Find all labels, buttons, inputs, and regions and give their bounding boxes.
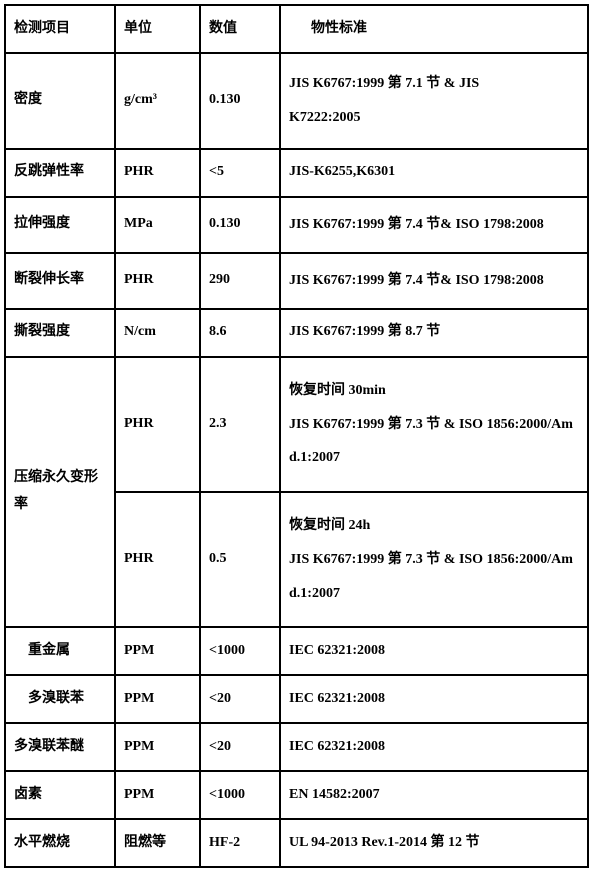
table-row: 反跳弹性率 PHR <5 JIS-K6255,K6301 [5, 149, 588, 197]
cell-standard: JIS K6767:1999 第 7.1 节 & JISK7222:2005 [280, 53, 588, 149]
cell-unit: PHR [115, 357, 200, 492]
cell-unit: PPM [115, 627, 200, 675]
table-row: 密度 g/cm³ 0.130 JIS K6767:1999 第 7.1 节 & … [5, 53, 588, 149]
cell-unit: 阻燃等 [115, 819, 200, 867]
cell-unit: N/cm [115, 309, 200, 357]
cell-unit: PPM [115, 771, 200, 819]
table-row: 多溴联苯醚 PPM <20 IEC 62321:2008 [5, 723, 588, 771]
table-row: 压缩永久变形率 PHR 2.3 恢复时间 30minJIS K6767:1999… [5, 357, 588, 492]
header-value: 数值 [200, 5, 280, 53]
table-header-row: 检测项目 单位 数值 物性标准 [5, 5, 588, 53]
cell-standard: IEC 62321:2008 [280, 675, 588, 723]
header-standard: 物性标准 [280, 5, 588, 53]
spec-table: 检测项目 单位 数值 物性标准 密度 g/cm³ 0.130 JIS K6767… [4, 4, 589, 868]
table-row: 重金属 PPM <1000 IEC 62321:2008 [5, 627, 588, 675]
cell-name: 多溴联苯 [5, 675, 115, 723]
cell-name: 压缩永久变形率 [5, 357, 115, 628]
cell-standard: IEC 62321:2008 [280, 627, 588, 675]
cell-value: <20 [200, 723, 280, 771]
cell-value: 8.6 [200, 309, 280, 357]
cell-name: 密度 [5, 53, 115, 149]
cell-value: 0.5 [200, 492, 280, 627]
cell-unit: PHR [115, 149, 200, 197]
table-row: 多溴联苯 PPM <20 IEC 62321:2008 [5, 675, 588, 723]
cell-unit: PPM [115, 723, 200, 771]
cell-standard: UL 94-2013 Rev.1-2014 第 12 节 [280, 819, 588, 867]
cell-name: 拉伸强度 [5, 197, 115, 253]
cell-value: <1000 [200, 771, 280, 819]
cell-value: 290 [200, 253, 280, 309]
table-row: 撕裂强度 N/cm 8.6 JIS K6767:1999 第 8.7 节 [5, 309, 588, 357]
cell-value: HF-2 [200, 819, 280, 867]
header-unit: 单位 [115, 5, 200, 53]
cell-standard: 恢复时间 30minJIS K6767:1999 第 7.3 节 & ISO 1… [280, 357, 588, 492]
cell-value: <1000 [200, 627, 280, 675]
cell-name: 重金属 [5, 627, 115, 675]
table-row: 断裂伸长率 PHR 290 JIS K6767:1999 第 7.4 节& IS… [5, 253, 588, 309]
cell-unit: g/cm³ [115, 53, 200, 149]
table-row: 水平燃烧 阻燃等 HF-2 UL 94-2013 Rev.1-2014 第 12… [5, 819, 588, 867]
cell-value: 0.130 [200, 53, 280, 149]
cell-unit: PHR [115, 492, 200, 627]
cell-unit: PPM [115, 675, 200, 723]
cell-value: <20 [200, 675, 280, 723]
cell-name: 反跳弹性率 [5, 149, 115, 197]
cell-standard: JIS K6767:1999 第 7.4 节& ISO 1798:2008 [280, 197, 588, 253]
header-item: 检测项目 [5, 5, 115, 53]
cell-unit: MPa [115, 197, 200, 253]
cell-value: 2.3 [200, 357, 280, 492]
cell-standard: 恢复时间 24hJIS K6767:1999 第 7.3 节 & ISO 185… [280, 492, 588, 627]
cell-value: 0.130 [200, 197, 280, 253]
cell-standard: JIS K6767:1999 第 7.4 节& ISO 1798:2008 [280, 253, 588, 309]
cell-value: <5 [200, 149, 280, 197]
cell-standard: EN 14582:2007 [280, 771, 588, 819]
cell-unit: PHR [115, 253, 200, 309]
cell-standard: IEC 62321:2008 [280, 723, 588, 771]
cell-standard: JIS-K6255,K6301 [280, 149, 588, 197]
cell-name: 撕裂强度 [5, 309, 115, 357]
cell-name: 水平燃烧 [5, 819, 115, 867]
table-row: 卤素 PPM <1000 EN 14582:2007 [5, 771, 588, 819]
table-row: 拉伸强度 MPa 0.130 JIS K6767:1999 第 7.4 节& I… [5, 197, 588, 253]
cell-name: 卤素 [5, 771, 115, 819]
cell-standard: JIS K6767:1999 第 8.7 节 [280, 309, 588, 357]
cell-name: 断裂伸长率 [5, 253, 115, 309]
cell-name: 多溴联苯醚 [5, 723, 115, 771]
